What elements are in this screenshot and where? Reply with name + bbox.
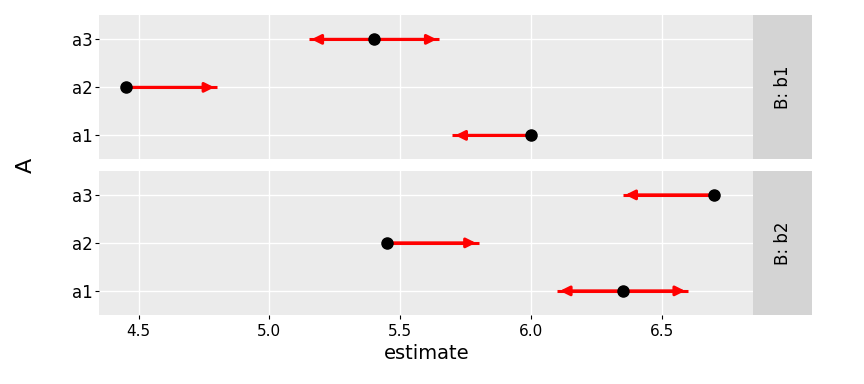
X-axis label: estimate: estimate (384, 344, 469, 364)
Text: B: b2: B: b2 (774, 221, 791, 265)
Text: A: A (16, 157, 36, 173)
Text: B: b1: B: b1 (774, 66, 791, 109)
